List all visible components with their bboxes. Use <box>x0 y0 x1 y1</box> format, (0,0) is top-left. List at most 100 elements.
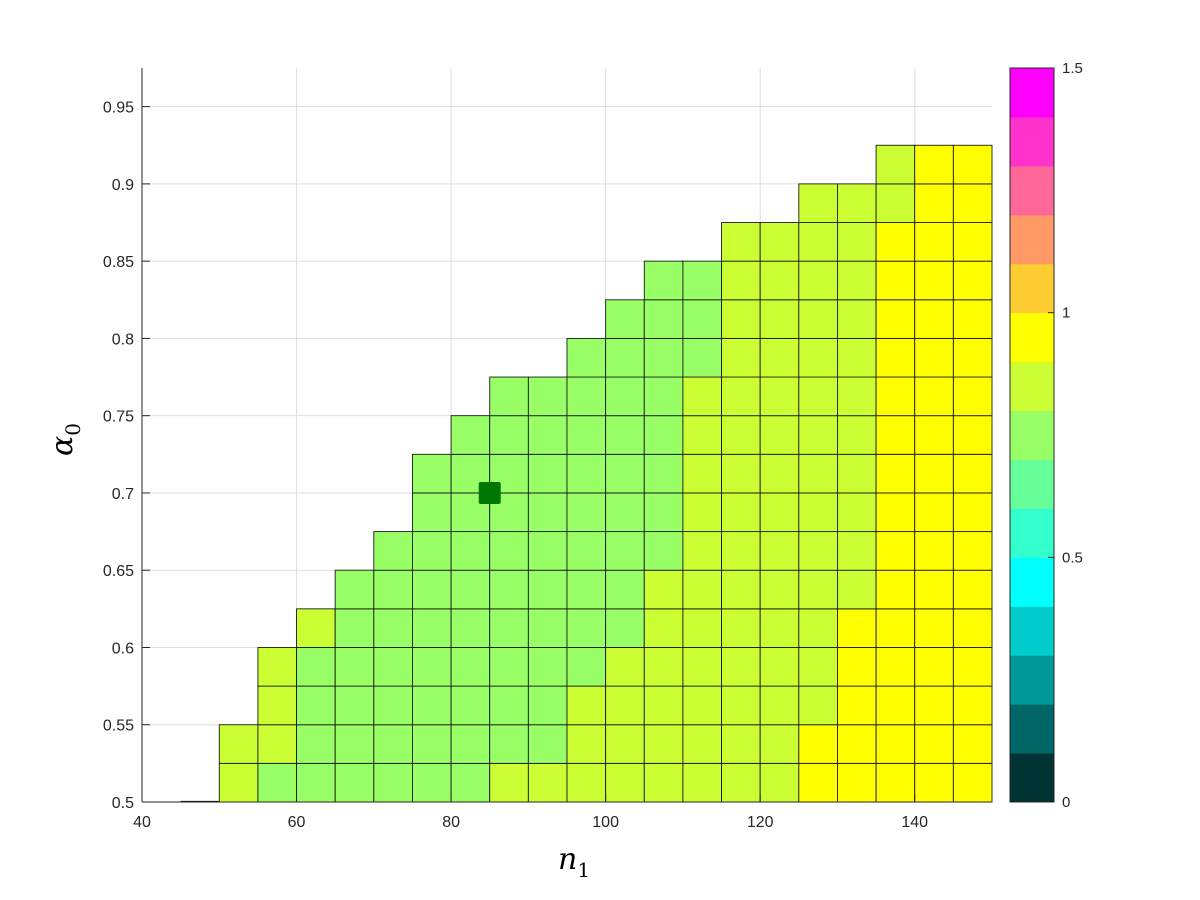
heatmap-cell <box>643 531 684 571</box>
heatmap-cell <box>605 337 645 378</box>
colorbar-segment <box>1010 312 1054 363</box>
heatmap-cell <box>257 685 297 726</box>
heatmap-cell <box>914 144 954 185</box>
colorbar-segment <box>1010 459 1054 509</box>
heatmap-cell <box>527 415 568 455</box>
heatmap-cell <box>837 183 877 223</box>
heatmap-cell <box>527 647 568 687</box>
optimum-marker <box>478 481 501 504</box>
heatmap-cell <box>566 724 607 764</box>
heatmap-cell <box>759 415 800 455</box>
heatmap-cell <box>682 685 722 726</box>
heatmap-cell <box>759 531 800 571</box>
heatmap-cell <box>837 260 877 301</box>
heatmap-cell <box>489 531 529 571</box>
heatmap-cell <box>798 453 838 494</box>
heatmap-cell <box>914 299 954 339</box>
heatmap-cell <box>875 415 916 455</box>
y-tick-label: 0.85 <box>103 254 134 271</box>
heatmap-cell <box>605 299 645 339</box>
heatmap-cell <box>875 376 916 417</box>
colorbar-segment <box>1010 508 1054 558</box>
heatmap-cell <box>837 299 877 339</box>
y-tick-label: 0.75 <box>103 409 134 426</box>
heatmap-cell <box>759 222 800 262</box>
heatmap-cell <box>952 183 993 223</box>
heatmap-cell <box>759 299 800 339</box>
heatmap-cell <box>914 569 954 610</box>
heatmap-cell <box>875 762 916 803</box>
heatmap-cell <box>837 724 877 764</box>
heatmap-cell <box>682 453 722 494</box>
heatmap-cell <box>798 685 838 726</box>
colorbar-segment <box>1010 68 1054 118</box>
heatmap-cell <box>643 569 684 610</box>
heatmap-cell <box>605 531 645 571</box>
heatmap-cell <box>914 415 954 455</box>
colorbar-tick-label: 0.5 <box>1062 549 1083 566</box>
colorbar-segment <box>1010 557 1054 607</box>
heatmap-cell <box>875 569 916 610</box>
heatmap-cell <box>837 337 877 378</box>
y-tick-label: 0.9 <box>112 177 134 194</box>
heatmap-cell <box>257 762 297 803</box>
colorbar-tick-label: 0 <box>1062 794 1070 811</box>
heatmap-cell <box>373 608 413 648</box>
heatmap-cell <box>952 260 993 301</box>
heatmap-cell <box>412 608 452 648</box>
heatmap-cell <box>489 608 529 648</box>
heatmap-cell <box>527 531 568 571</box>
colorbar-segment <box>1010 165 1054 216</box>
heatmap-cell <box>837 376 877 417</box>
marker-layer <box>478 481 501 504</box>
heatmap-cell <box>450 569 491 610</box>
heatmap-cell <box>489 724 529 764</box>
y-axis-title-subscript: 0 <box>61 423 85 436</box>
heatmap-cell <box>952 144 993 185</box>
heatmap-cell <box>334 647 375 687</box>
heatmap-cell <box>952 647 993 687</box>
colorbar-frame <box>1009 67 1055 803</box>
heatmap-cell <box>798 415 838 455</box>
heatmap-cell <box>952 608 993 648</box>
heatmap-cell <box>837 453 877 494</box>
heatmap-cell <box>412 685 452 726</box>
heatmap-cell <box>296 724 336 764</box>
heatmap-cell <box>605 685 645 726</box>
heatmap-cell <box>914 762 954 803</box>
heatmap-cell <box>566 337 607 378</box>
heatmap-cell <box>643 608 684 648</box>
heatmap-cell <box>798 222 838 262</box>
heatmap-cell <box>605 608 645 648</box>
heatmap-cell <box>721 222 761 262</box>
heatmap-cell <box>373 647 413 687</box>
heatmap-cell <box>759 376 800 417</box>
heatmap-cell <box>798 376 838 417</box>
heatmap-cell <box>682 492 722 533</box>
colorbar-segment <box>1010 704 1054 754</box>
heatmap-cell <box>875 685 916 726</box>
heatmap-cell <box>412 453 452 494</box>
heatmap-cell <box>721 299 761 339</box>
heatmap-cell <box>605 569 645 610</box>
heatmap-cell <box>875 144 916 185</box>
x-tick-label: 80 <box>442 814 460 831</box>
heatmap-cell <box>605 453 645 494</box>
heatmap-cell <box>373 762 413 803</box>
heatmap-cell <box>798 608 838 648</box>
heatmap-cell <box>566 608 607 648</box>
heatmap-cell <box>334 685 375 726</box>
heatmap-cell <box>682 724 722 764</box>
heatmap-cell <box>605 724 645 764</box>
x-tick-label: 100 <box>592 814 619 831</box>
heatmap-cell <box>643 762 684 803</box>
heatmap-cell <box>798 569 838 610</box>
heatmap-cell <box>489 376 529 417</box>
heatmap-cell <box>605 492 645 533</box>
heatmap-cell <box>489 685 529 726</box>
x-axis-title-subscript: 1 <box>577 858 590 882</box>
heatmap-cell <box>875 531 916 571</box>
heatmap-cell <box>373 569 413 610</box>
heatmap-cell <box>721 569 761 610</box>
heatmap-cell <box>527 762 568 803</box>
